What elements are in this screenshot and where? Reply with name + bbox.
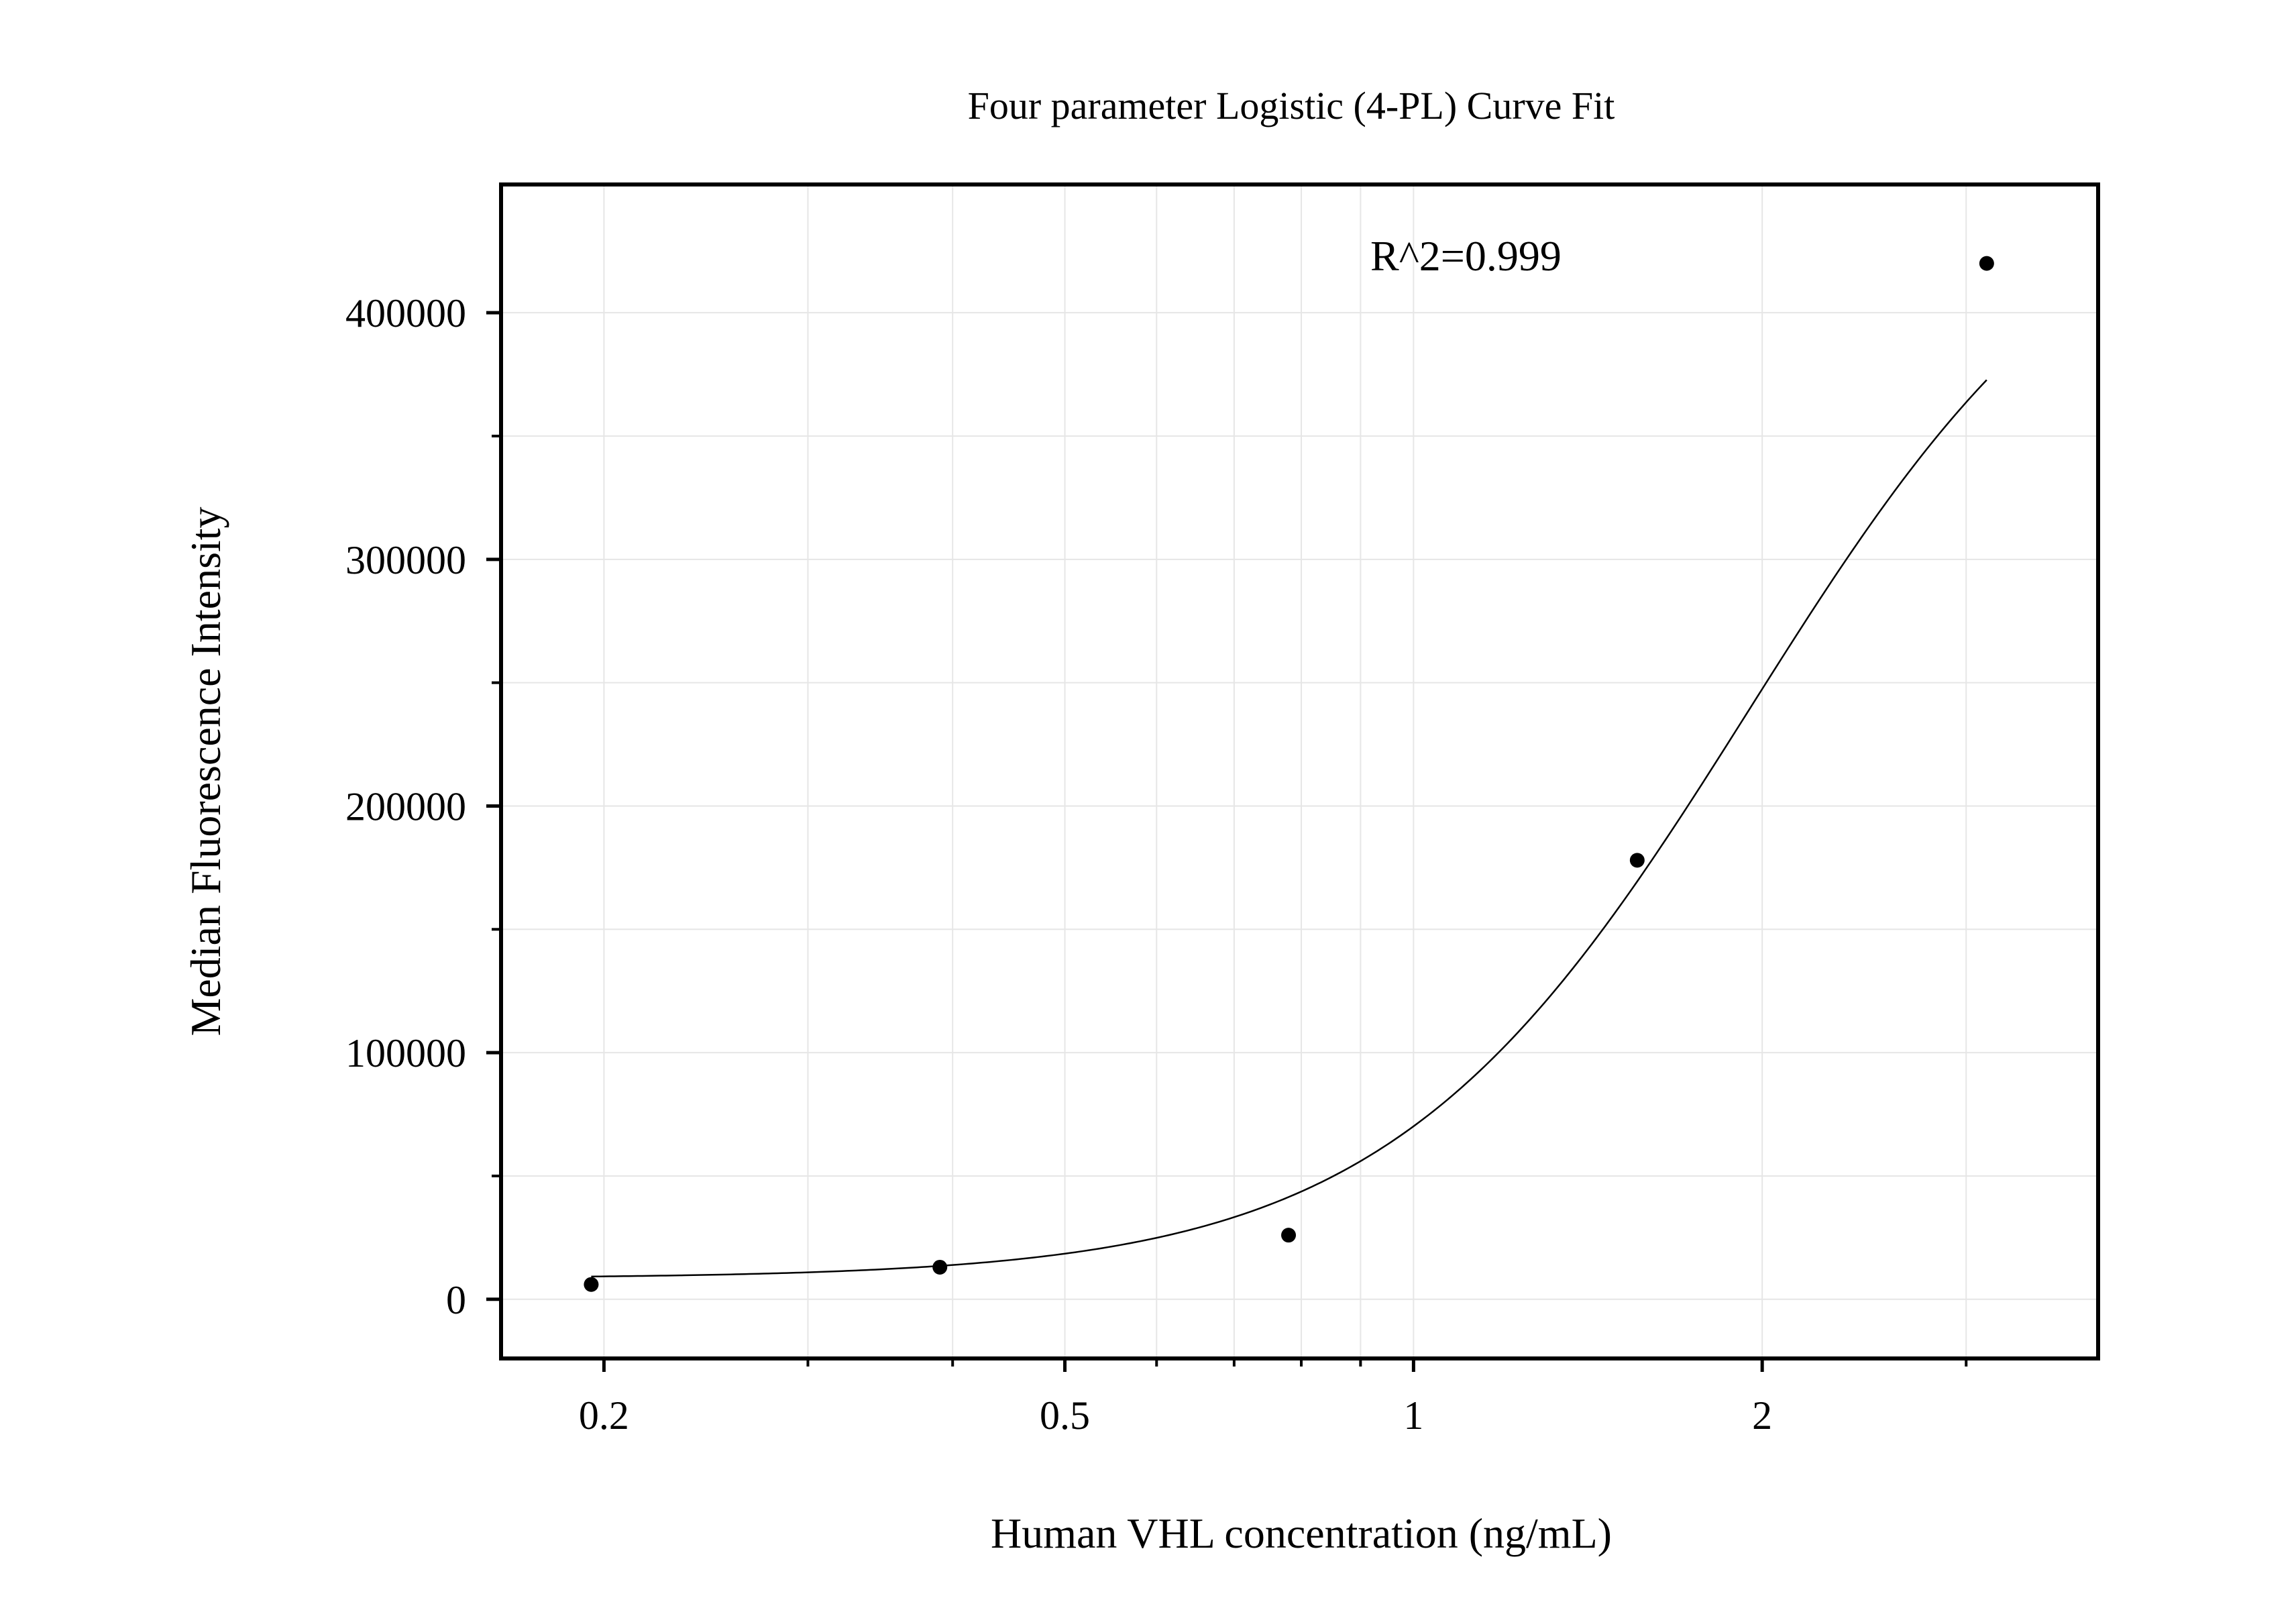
x-tick-label: 0.2 <box>579 1393 629 1438</box>
x-axis-label: Human VHL concentration (ng/mL) <box>991 1509 1612 1557</box>
chart-title: Four parameter Logistic (4-PL) Curve Fit <box>968 84 1615 127</box>
x-tick-label: 0.5 <box>1040 1393 1090 1438</box>
tick-labels: 0.2 0.5 1 2 0 100000 200000 300000 400000 <box>345 291 1772 1438</box>
x-tick-label: 1 <box>1403 1393 1423 1438</box>
data-point <box>1281 1228 1297 1243</box>
y-tick-label: 0 <box>446 1278 466 1322</box>
x-tick-label: 2 <box>1752 1393 1772 1438</box>
y-tick-label: 100000 <box>345 1031 466 1075</box>
data-point <box>1979 256 1994 271</box>
plot-frame <box>499 182 2100 1360</box>
axis-ticks <box>486 311 1968 1372</box>
grid <box>501 184 2098 1358</box>
fit-curve <box>591 379 1987 1278</box>
data-points <box>584 256 1994 1292</box>
data-point <box>1629 853 1645 868</box>
data-point <box>932 1259 948 1275</box>
y-axis-label: Median Fluorescence Intensity <box>182 506 229 1036</box>
y-tick-label: 400000 <box>345 291 466 335</box>
y-tick-label: 200000 <box>345 784 466 828</box>
r-squared-annotation: R^2=0.999 <box>1370 232 1562 280</box>
data-point <box>584 1277 599 1292</box>
y-tick-label: 300000 <box>345 538 466 582</box>
